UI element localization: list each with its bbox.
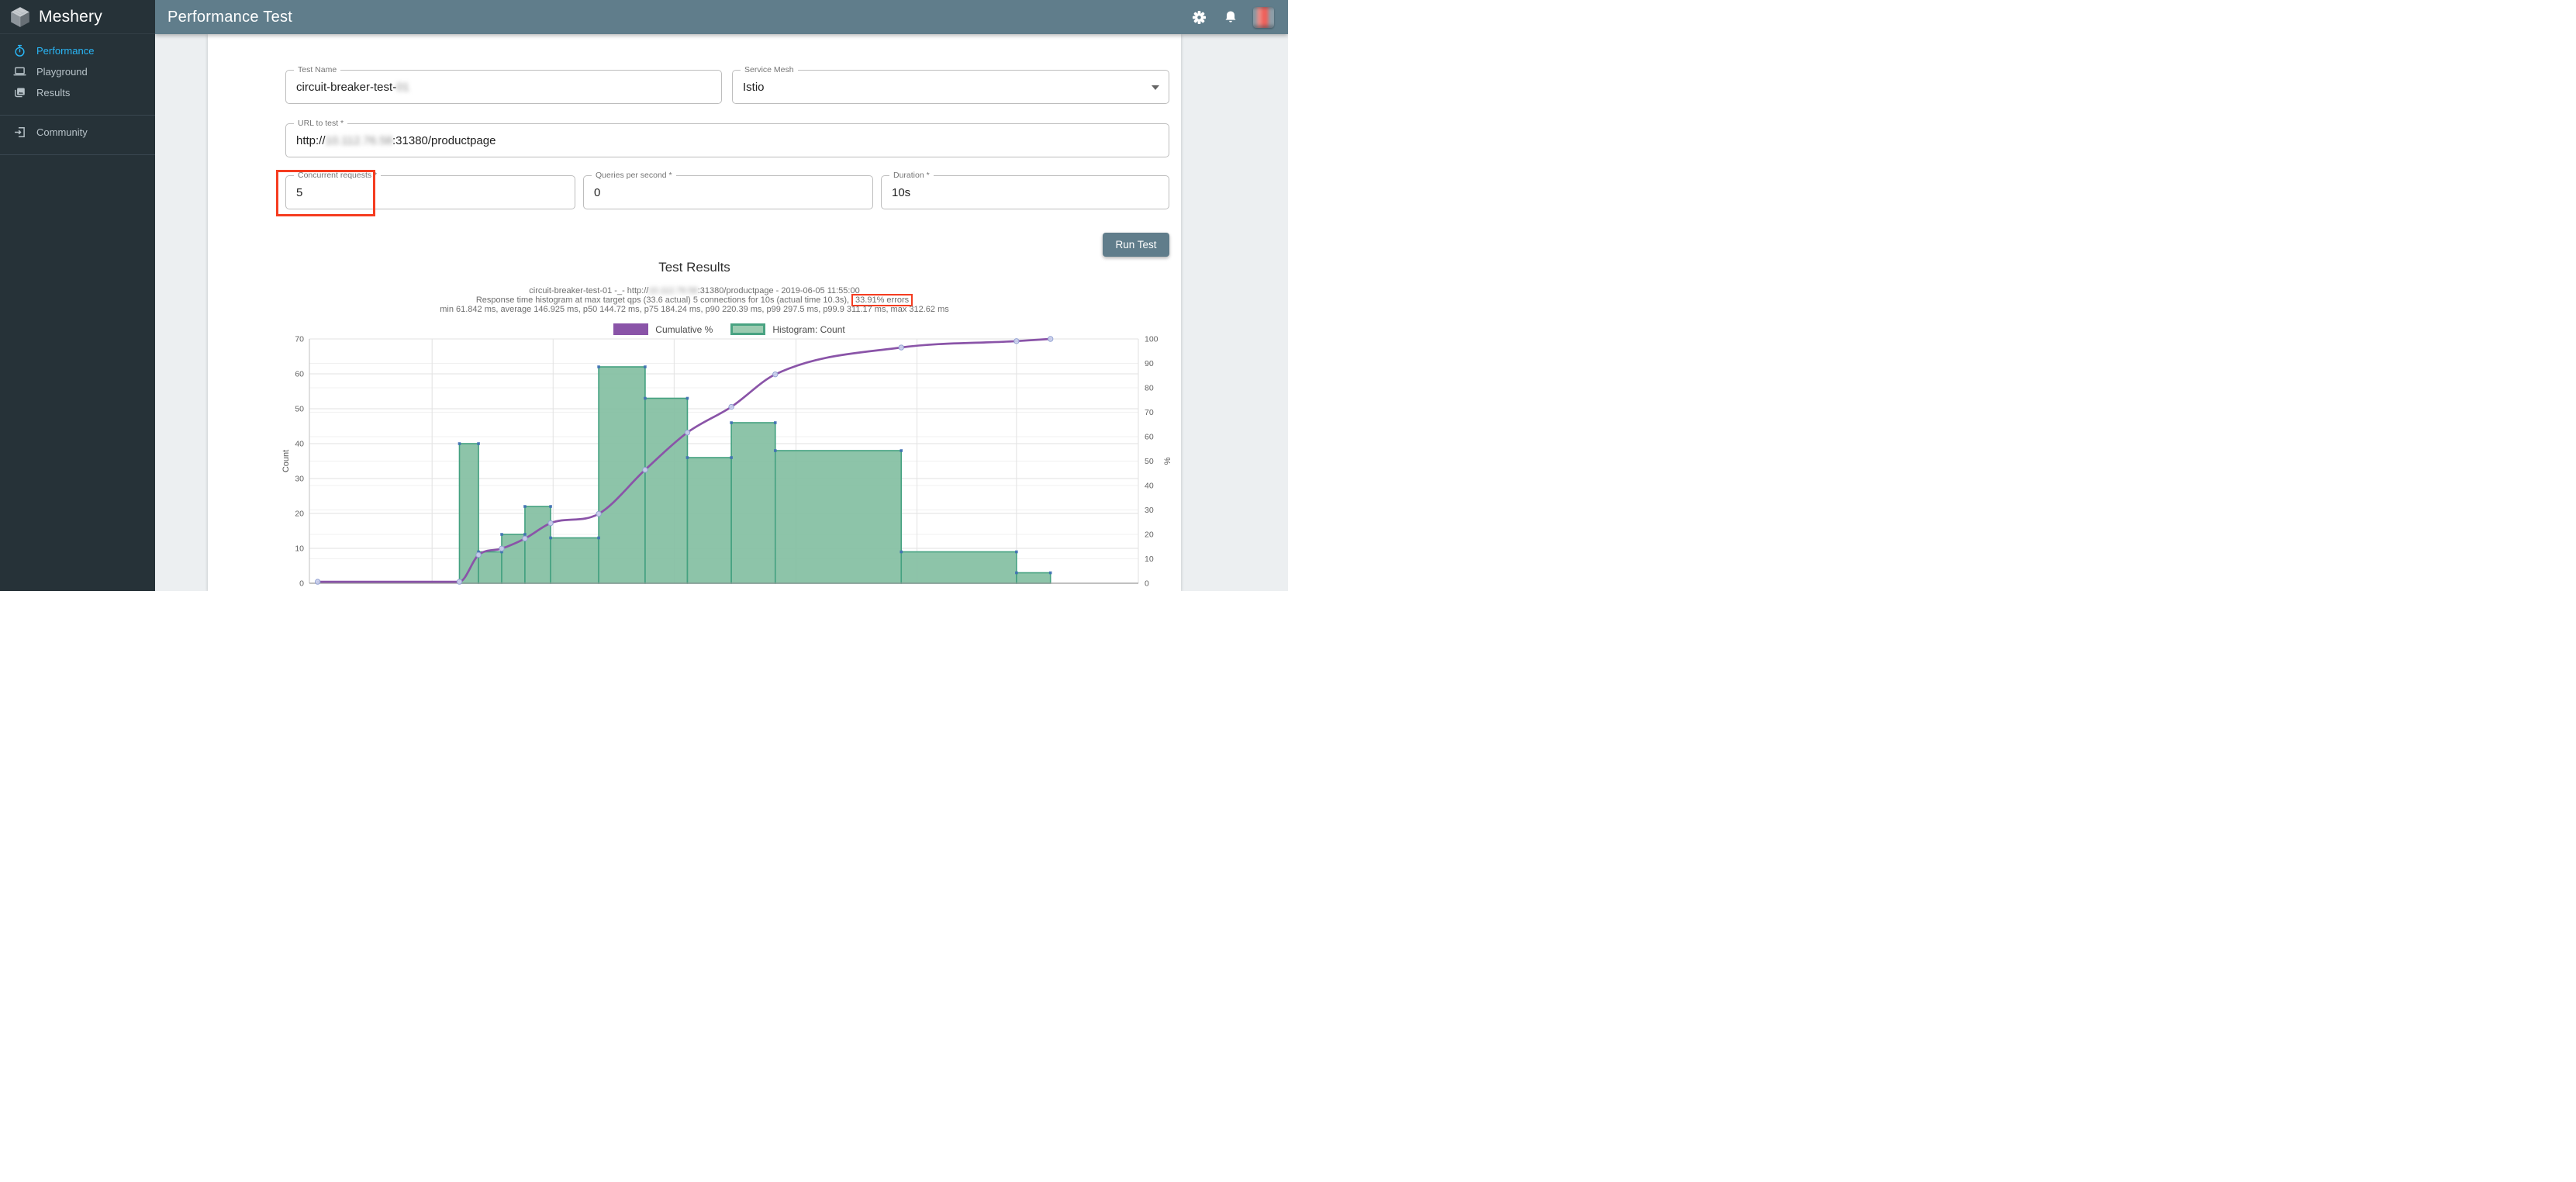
sidebar-item-label: Results	[36, 87, 71, 98]
sidebar-item-performance[interactable]: Performance	[0, 40, 155, 61]
concurrent-requests-label: Concurrent requests *	[294, 171, 382, 180]
redacted-text: 10.112.76.58	[648, 286, 698, 296]
cumulative-swatch-icon	[613, 323, 649, 335]
sidebar-divider	[0, 115, 155, 116]
settings-button[interactable]	[1190, 8, 1208, 26]
sidebar-nav: Performance Playground Results	[0, 34, 155, 155]
redacted-text: 10.112.76.58	[325, 133, 393, 147]
duration-field[interactable]: Duration * 10s	[881, 171, 1169, 209]
svg-text:%: %	[1163, 457, 1172, 465]
test-name-label: Test Name	[294, 65, 341, 74]
svg-text:Count: Count	[281, 450, 291, 472]
svg-text:100: 100	[1145, 335, 1159, 344]
legend-item-cumulative[interactable]: Cumulative %	[613, 323, 713, 335]
sidebar-divider	[0, 154, 155, 155]
concurrent-requests-value: 5	[296, 185, 303, 199]
bell-icon	[1225, 11, 1236, 22]
url-field[interactable]: URL to test * http://10.112.76.58:31380/…	[285, 119, 1169, 157]
legend-label: Histogram: Count	[772, 323, 845, 335]
svg-text:10: 10	[1145, 555, 1154, 564]
avatar-image	[1253, 6, 1274, 28]
svg-text:0: 0	[1145, 579, 1149, 589]
sidebar-item-community[interactable]: Community	[0, 122, 155, 143]
duration-label: Duration *	[889, 171, 934, 180]
service-mesh-value: Istio	[743, 80, 765, 94]
performance-test-card: Test Name circuit-breaker-test- 01 Servic…	[208, 34, 1181, 591]
queries-per-second-label: Queries per second *	[592, 171, 676, 180]
url-label: URL to test *	[294, 119, 348, 128]
concurrent-requests-field[interactable]: Concurrent requests * 5	[285, 171, 575, 209]
legend-label: Cumulative %	[655, 323, 713, 335]
page-title: Performance Test	[167, 8, 293, 26]
svg-text:10: 10	[295, 544, 304, 554]
results-chart: 0 10 20 30 40 50 60 70 0 10 20 30 40 50 60 70 80 90 100 Cou…	[281, 335, 1172, 589]
svg-text:30: 30	[1145, 506, 1154, 515]
svg-text:50: 50	[1145, 457, 1154, 466]
queries-per-second-field[interactable]: Queries per second * 0	[583, 171, 873, 209]
svg-text:90: 90	[1145, 359, 1154, 368]
brand-name: Meshery	[39, 7, 102, 26]
annotation-box-error-rate: 33.91% errors	[851, 293, 913, 306]
sidebar: Meshery Performance Playground	[0, 0, 155, 591]
sidebar-item-label: Performance	[36, 45, 95, 57]
redacted-text: 01	[396, 80, 409, 94]
chevron-down-icon	[1152, 85, 1159, 90]
svg-text:70: 70	[295, 335, 304, 344]
test-name-value: circuit-breaker-test- 01	[296, 80, 409, 94]
queries-per-second-value: 0	[594, 185, 601, 199]
results-summary: circuit-breaker-test-01 -_- http://10.11…	[208, 286, 1181, 314]
chart-legend: Cumulative % Histogram: Count	[278, 323, 1181, 335]
svg-text:20: 20	[295, 510, 304, 519]
svg-text:20: 20	[1145, 531, 1154, 540]
svg-text:30: 30	[295, 475, 304, 484]
avatar[interactable]	[1253, 6, 1274, 28]
histogram-swatch-icon	[730, 323, 766, 335]
svg-text:50: 50	[295, 405, 304, 414]
svg-text:0: 0	[299, 579, 304, 589]
header-actions	[1190, 6, 1274, 28]
svg-text:70: 70	[1145, 408, 1154, 417]
service-mesh-label: Service Mesh	[741, 65, 798, 74]
gear-icon	[1192, 10, 1206, 24]
svg-text:80: 80	[1145, 384, 1154, 393]
meshery-app: Meshery Performance Playground	[0, 0, 1288, 591]
main-area: Test Name circuit-breaker-test- 01 Servic…	[155, 34, 1288, 591]
results-summary-line1: circuit-breaker-test-01 -_- http://10.11…	[529, 286, 860, 296]
sidebar-item-label: Community	[36, 126, 88, 138]
sidebar-item-playground[interactable]: Playground	[0, 61, 155, 82]
svg-text:60: 60	[1145, 433, 1154, 442]
chart-image-icon	[15, 88, 25, 98]
duration-value: 10s	[892, 185, 911, 199]
stopwatch-icon	[15, 44, 25, 57]
notifications-button[interactable]	[1221, 8, 1240, 26]
laptop-icon	[13, 67, 26, 76]
legend-item-histogram[interactable]: Histogram: Count	[730, 323, 845, 335]
exit-to-app-icon	[15, 126, 25, 138]
svg-text:40: 40	[1145, 482, 1154, 491]
sidebar-item-results[interactable]: Results	[0, 82, 155, 103]
app-header: Performance Test	[155, 0, 1288, 34]
svg-text:40: 40	[295, 440, 304, 449]
meshery-logo-icon	[11, 6, 29, 27]
results-chart-container: 0 10 20 30 40 50 60 70 0 10 20 30 40 50 60 70 80 90 100 Cou…	[278, 335, 1181, 591]
results-summary-line3: min 61.842 ms, average 146.925 ms, p50 1…	[440, 304, 949, 314]
run-test-button[interactable]: Run Test	[1103, 233, 1169, 257]
results-summary-line2: Response time histogram at max target qp…	[208, 293, 1181, 306]
service-mesh-select[interactable]: Service Mesh Istio	[732, 65, 1169, 104]
sidebar-item-label: Playground	[36, 66, 88, 78]
brand[interactable]: Meshery	[0, 0, 155, 34]
svg-text:60: 60	[295, 370, 304, 379]
url-value: http://10.112.76.58:31380/productpage	[296, 133, 496, 147]
test-name-field[interactable]: Test Name circuit-breaker-test- 01	[285, 65, 722, 104]
results-heading: Test Results	[658, 260, 730, 275]
